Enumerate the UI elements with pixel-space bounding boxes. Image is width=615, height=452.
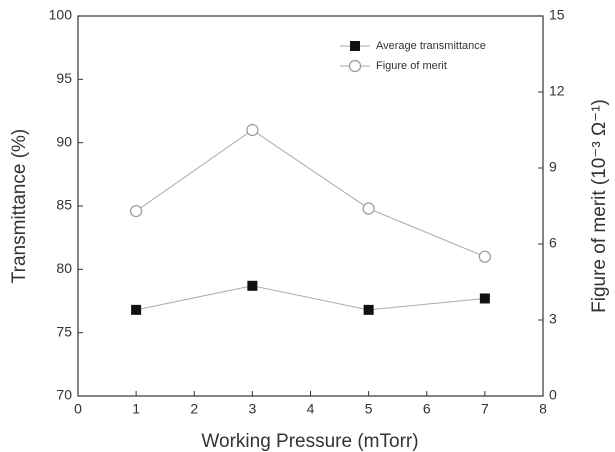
x-tick-label: 4 — [307, 401, 315, 417]
y-tick-label: 80 — [56, 260, 72, 276]
x-tick-label: 8 — [539, 401, 547, 417]
y-tick-label: 100 — [49, 7, 73, 23]
y-tick-label: 90 — [56, 133, 72, 149]
x-tick-label: 0 — [74, 401, 82, 417]
plot-frame — [77, 15, 544, 397]
data-point — [479, 293, 490, 304]
x-tick-label: 1 — [132, 401, 140, 417]
x-tick-label: 6 — [423, 401, 431, 417]
data-point — [247, 280, 258, 291]
y2-tick-label: 3 — [549, 311, 557, 327]
x-tick-label: 2 — [190, 401, 198, 417]
y2-tick-label: 6 — [549, 235, 557, 251]
y-tick-label: 75 — [56, 323, 72, 339]
y2-tick-label: 12 — [549, 83, 565, 99]
y2-tick-label: 15 — [549, 7, 565, 23]
y-axis-label: Transmittance (%) — [9, 129, 30, 284]
x-tick-label: 7 — [481, 401, 489, 417]
y2-tick-label: 9 — [549, 159, 557, 175]
y2-axis-label: Figure of merit (10⁻³ Ω⁻¹) — [589, 99, 610, 313]
data-point — [246, 123, 259, 137]
x-tick-label: 3 — [248, 401, 256, 417]
series-line — [135, 129, 486, 258]
x-axis-label: Working Pressure (mTorr) — [201, 431, 418, 452]
legend-label: Average transmittance — [376, 40, 486, 52]
legend-marker — [350, 41, 360, 51]
legend-marker — [348, 59, 362, 73]
series-line — [136, 285, 485, 311]
y2-tick-label: 0 — [549, 387, 557, 403]
data-point — [130, 204, 143, 218]
x-tick-label: 5 — [365, 401, 373, 417]
data-point — [131, 304, 142, 315]
y-tick-label: 70 — [56, 387, 72, 403]
legend-label: Figure of merit — [376, 60, 447, 72]
data-point — [362, 202, 375, 215]
data-point — [478, 250, 491, 263]
data-point — [363, 304, 374, 315]
y-tick-label: 95 — [56, 70, 72, 86]
y-tick-label: 85 — [56, 197, 72, 213]
